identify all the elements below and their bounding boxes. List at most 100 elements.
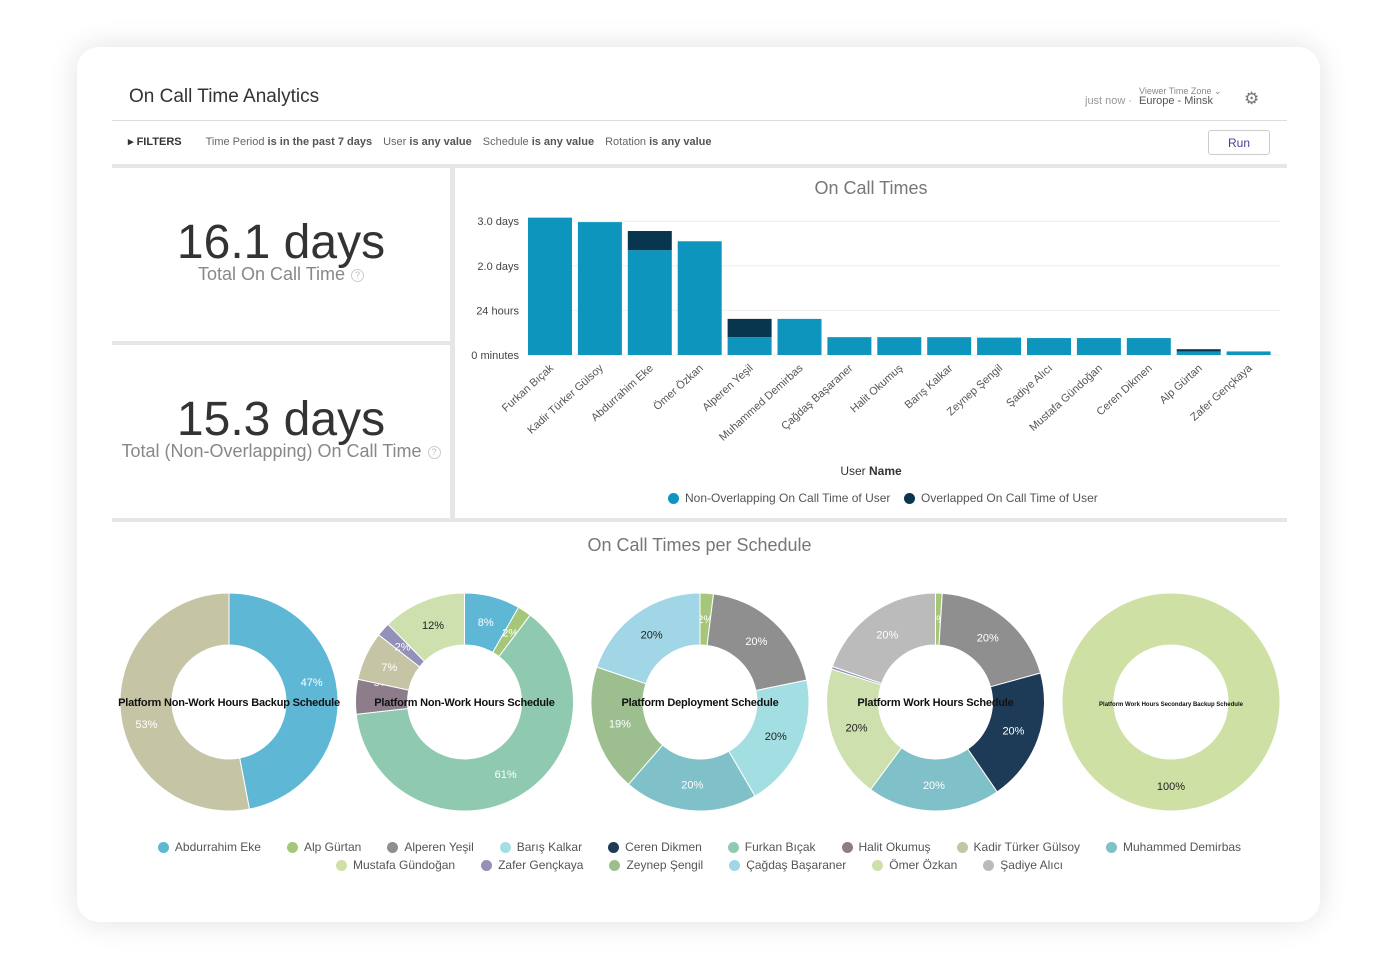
filter-user[interactable]: User is any value	[383, 135, 472, 148]
legend-item[interactable]: Kadir Türker Gülsoy	[956, 840, 1081, 854]
chevron-down-icon: ⌄	[1213, 86, 1222, 96]
legend-label: Alp Gürtan	[303, 840, 362, 854]
x-tick-label: Şadiye Alıcı	[1004, 362, 1055, 409]
legend-label: Çağdaş Başaraner	[746, 858, 847, 872]
legend-item[interactable]: Alp Gürtan	[286, 840, 362, 854]
legend-item[interactable]: Ömer Özkan	[872, 858, 957, 872]
donut-title: Platform Non-Work Hours Backup Schedule	[118, 697, 340, 709]
y-tick-label: 2.0 days	[477, 261, 519, 273]
legend-item-non-overlapping[interactable]: Non-Overlapping On Call Time of User	[668, 491, 890, 505]
bar-segment	[627, 231, 672, 251]
filter-rotation[interactable]: Rotation is any value	[605, 135, 712, 148]
slice-label: 19%	[609, 719, 631, 731]
legend-label: Ömer Özkan	[889, 858, 958, 872]
bar-segment	[827, 337, 872, 355]
x-tick-label: Halit Okumuş	[848, 362, 905, 415]
legend-item[interactable]: Çağdaş Başaraner	[729, 858, 846, 872]
legend-dot	[983, 859, 995, 871]
legend-item[interactable]: Furkan Bıçak	[727, 840, 816, 854]
legend-item[interactable]: Alperen Yeşil	[387, 840, 474, 854]
bar-chart-title: On Call Times	[814, 178, 928, 198]
filter-time-period[interactable]: Time Period is in the past 7 days	[205, 135, 373, 148]
x-tick-label: Alp Gürtan	[1158, 362, 1205, 406]
kpi-value: 16.1 days	[176, 216, 386, 269]
legend-row: Abdurrahim Eke Alp Gürtan Alperen Yeşil Bar…	[112, 838, 1287, 856]
timezone-value[interactable]: Europe - Minsk	[1139, 95, 1213, 107]
legend-label: Şadiye Alıcı	[1000, 858, 1063, 872]
slice-label: 20%	[681, 780, 703, 792]
legend-label: Kadir Türker Gülsoy	[973, 840, 1081, 854]
legend-item[interactable]: Halit Okumuş	[841, 840, 931, 854]
legend-dot	[872, 859, 884, 871]
legend-dot	[841, 841, 853, 853]
legend-item[interactable]: Muhammed Demirbas	[1106, 840, 1241, 854]
y-tick-label: 3.0 days	[477, 216, 519, 228]
slice-label: 20%	[977, 633, 999, 645]
donut-legend: Abdurrahim Eke Alp Gürtan Alperen Yeşil Bar…	[112, 838, 1287, 874]
donut-chart: 47% 53% Platform Non-Work Hours Backup Sch…	[118, 592, 340, 812]
legend-dot	[387, 841, 399, 853]
donut-title: Platform Work Hours Secondary Backup Sch…	[1099, 702, 1244, 708]
bar-segment	[977, 337, 1022, 355]
donut-charts: 47% 53% Platform Non-Work Hours Backup Sch…	[118, 592, 1281, 812]
legend-item[interactable]: Abdurrahim Eke	[157, 840, 261, 854]
kpi-value: 15.3 days	[176, 393, 386, 446]
help-icon[interactable]: ?	[351, 268, 365, 282]
slice-label: 61%	[495, 769, 517, 781]
y-tick-label: 24 hours	[476, 305, 519, 317]
donut-slice	[596, 592, 701, 685]
legend-label: Barış Kalkar	[516, 840, 583, 854]
timezone-dropdown[interactable]: Viewer Time Zone ⌄	[1139, 86, 1221, 97]
slice-label: 2%	[395, 642, 411, 654]
donut-title: Platform Non-Work Hours Schedule	[374, 697, 554, 709]
filter-schedule[interactable]: Schedule is any value	[482, 135, 595, 148]
donut-slice	[119, 592, 251, 812]
filters-toggle[interactable]: ▸ FILTERS	[128, 136, 182, 148]
donut-chart: 1%20%20%20%20%20%Platform Work Hours Sch…	[826, 592, 1045, 812]
donut-slice	[387, 592, 465, 663]
legend-item[interactable]: Zeynep Şengil	[609, 858, 703, 872]
legend-dot	[904, 492, 915, 504]
legend-dot	[336, 859, 348, 871]
legend-item[interactable]: Ceren Dikmen	[608, 840, 702, 854]
legend-label: Furkan Bıçak	[744, 840, 816, 854]
legend-dot	[729, 859, 741, 871]
slice-label: 2%	[697, 614, 713, 626]
legend-label: Muhammed Demirbas	[1123, 840, 1242, 854]
help-icon[interactable]: ?	[427, 445, 441, 459]
donut-chart: 2% 20% 20% 20% 19% 20% Platform Deployment Sch…	[590, 592, 810, 812]
slice-label: 20%	[876, 629, 898, 641]
legend-item[interactable]: Barış Kalkar	[499, 840, 583, 854]
gear-icon[interactable]: ⚙	[1244, 89, 1260, 108]
legend-dot	[727, 841, 739, 853]
legend-dot	[481, 859, 493, 871]
x-tick-label: Barış Kalkar	[903, 362, 956, 411]
legend-label: Abdurrahim Eke	[174, 840, 261, 854]
run-button[interactable]: Run	[1208, 130, 1270, 155]
slice-label: 100%	[1157, 781, 1185, 793]
legend-dot	[956, 841, 968, 853]
kpi-non-overlapping: 15.3 days Total (Non-Overlapping) On Cal…	[112, 392, 450, 462]
legend-dot	[608, 841, 620, 853]
legend-row: Mustafa Gündoğan Zafer Gençkaya Zeynep Şen…	[112, 856, 1287, 874]
legend-item[interactable]: Şadiye Alıcı	[983, 858, 1063, 872]
bar-segment	[727, 337, 772, 355]
slice-label: 47%	[301, 677, 323, 689]
y-tick-label: 0 minutes	[471, 350, 519, 362]
bar-segment	[1076, 338, 1121, 355]
slice-label: 12%	[422, 620, 444, 632]
bar-segment	[1226, 351, 1271, 355]
legend-item-overlapped[interactable]: Overlapped On Call Time of User	[904, 491, 1098, 505]
bar-segment	[1126, 338, 1171, 355]
legend-item[interactable]: Zafer Gençkaya	[481, 858, 583, 872]
divider	[112, 341, 450, 345]
slice-label: 20%	[641, 630, 663, 642]
donut-title: Platform Deployment Schedule	[622, 697, 779, 709]
slice-label: 20%	[745, 636, 767, 648]
last-updated: just now ·	[1085, 95, 1133, 107]
divider	[450, 168, 455, 518]
legend-item[interactable]: Mustafa Gündoğan	[336, 858, 455, 872]
bar-segment	[927, 337, 972, 355]
bar-segment	[627, 250, 672, 355]
divider	[112, 518, 1287, 522]
